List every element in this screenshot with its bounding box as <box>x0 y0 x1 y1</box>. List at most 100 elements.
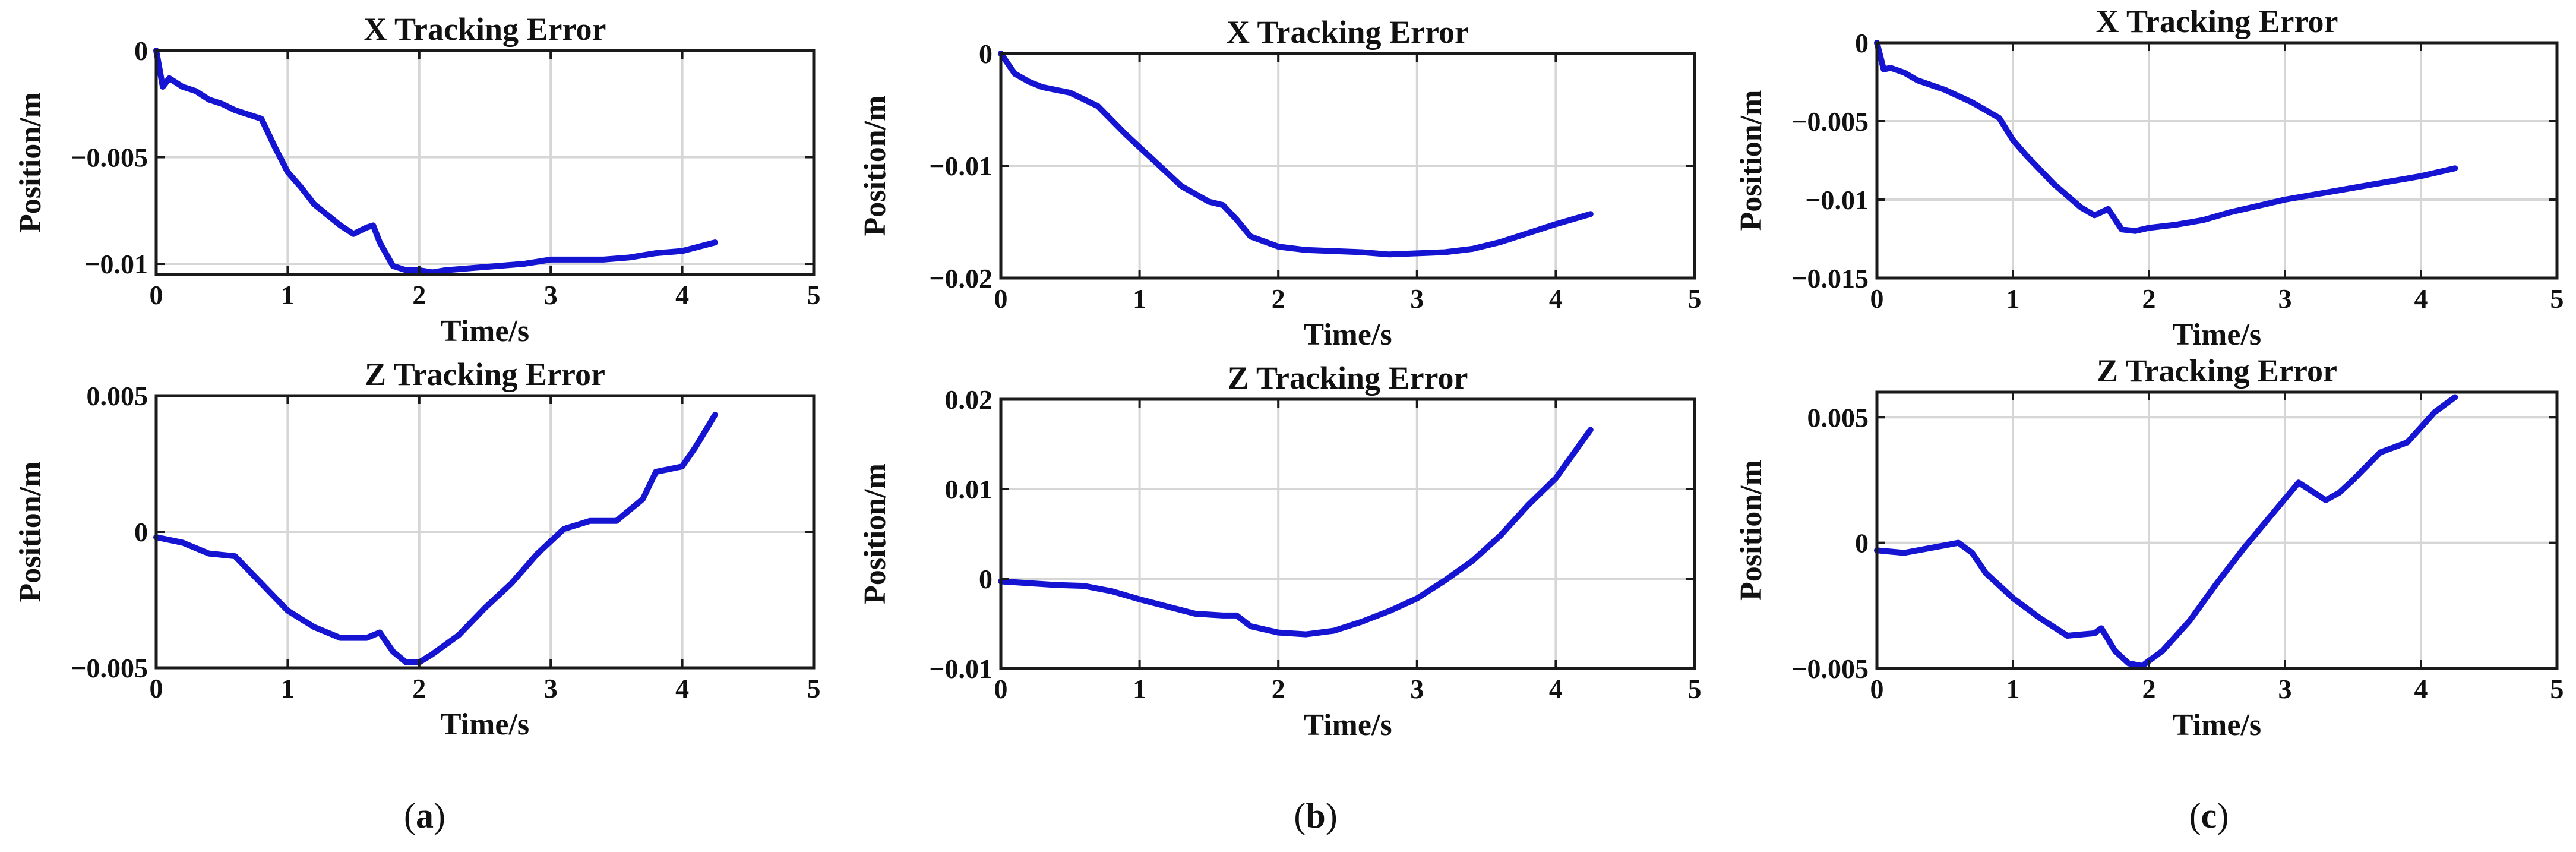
caption-letter: a <box>416 796 434 835</box>
x-tick-label: 4 <box>1549 283 1563 314</box>
y-tick-label: −0.01 <box>84 249 148 279</box>
x-tick-label: 4 <box>675 280 689 310</box>
x-tick-label: 2 <box>1272 283 1285 314</box>
x-tick-label: 0 <box>1870 674 1884 704</box>
series-line <box>998 427 1594 638</box>
caption-letter: c <box>2201 796 2217 835</box>
chart-title: Z Tracking Error <box>365 356 605 392</box>
x-tick-label: 3 <box>2278 283 2292 314</box>
x-tick-label: 2 <box>412 280 426 310</box>
subplot-b-z: 0 1 2 3 4 50.020.010−0.01Z Tracking ErrorTime… <box>858 360 1702 742</box>
series-line <box>1874 394 2458 669</box>
x-tick-label: 1 <box>281 280 295 310</box>
y-tick-label: 0 <box>134 36 148 66</box>
y-tick-label: 0 <box>979 39 993 69</box>
caption-paren-open: ( <box>2189 796 2201 835</box>
x-axis-label: Time/s <box>2173 318 2261 352</box>
y-axis-label: Position/m <box>14 462 48 602</box>
axes-frame <box>1875 41 2559 280</box>
x-tick-label: 5 <box>2550 674 2564 704</box>
x-tick-label: 5 <box>1688 674 1702 704</box>
x-tick-label: 2 <box>412 673 426 703</box>
y-tick-label: −0.01 <box>929 654 993 684</box>
series-line <box>153 48 718 276</box>
y-axis-label: Position/m <box>14 92 48 233</box>
chart-title: X Tracking Error <box>1227 14 1469 50</box>
y-axis-label: Position/m <box>858 96 892 236</box>
x-tick-label: 0 <box>150 673 163 703</box>
y-tick-label: 0 <box>1855 28 1869 58</box>
chart-title: Z Tracking Error <box>1228 360 1468 396</box>
y-axis-label: Position/m <box>1734 90 1768 231</box>
x-tick-label: 3 <box>1410 283 1424 314</box>
chart-title: X Tracking Error <box>2096 4 2338 39</box>
x-tick-label: 2 <box>2142 283 2156 314</box>
captions: (a) (b) (c) <box>404 796 2229 835</box>
x-tick-label: 1 <box>281 673 295 703</box>
x-axis-label: Time/s <box>2173 708 2261 742</box>
caption-b: (b) <box>1294 796 1337 835</box>
series-line <box>998 51 1594 258</box>
y-tick-label: 0.005 <box>87 381 148 411</box>
caption-a: (a) <box>404 796 445 835</box>
axes-frame <box>999 397 1696 670</box>
y-tick-label: 0.005 <box>1807 402 1869 433</box>
x-tick-label: 0 <box>994 283 1008 314</box>
subplots: 0 1 2 3 4 50−0.005−0.01X Tracking ErrorTime/s… <box>14 4 2564 742</box>
x-tick-label: 1 <box>1133 283 1146 314</box>
caption-paren-open: ( <box>404 796 416 835</box>
caption-paren-close: ) <box>2217 796 2229 835</box>
series-line <box>1874 40 2458 234</box>
x-tick-label: 0 <box>1870 283 1884 314</box>
chart-title: X Tracking Error <box>364 11 606 47</box>
x-tick-label: 4 <box>2414 283 2428 314</box>
y-axis-label: Position/m <box>1734 460 1768 601</box>
x-tick-label: 5 <box>1688 283 1702 314</box>
y-tick-label: 0 <box>979 564 993 594</box>
axes-frame <box>154 49 816 276</box>
caption-letter: b <box>1306 796 1325 835</box>
x-axis-label: Time/s <box>441 708 529 741</box>
x-tick-label: 5 <box>807 673 821 703</box>
subplot-c-x: 0 1 2 3 4 5 0 −0.005 −0.01 −0.015 X Tracking Error… <box>1734 4 2564 352</box>
x-tick-label: 2 <box>2142 674 2156 704</box>
y-tick-label: 0.01 <box>945 474 993 504</box>
x-tick-label: 1 <box>1133 674 1146 704</box>
x-tick-label: 5 <box>2550 283 2564 314</box>
y-tick-label: −0.005 <box>71 653 148 683</box>
x-tick-label: 4 <box>675 673 689 703</box>
x-tick-label: 1 <box>2006 283 2020 314</box>
y-tick-label: −0.005 <box>1791 654 1869 684</box>
x-axis-label: Time/s <box>1303 708 1392 742</box>
x-tick-label: 2 <box>1272 674 1285 704</box>
x-tick-label: 4 <box>1549 674 1563 704</box>
x-tick-label: 3 <box>544 280 558 310</box>
x-tick-label: 3 <box>2278 674 2292 704</box>
y-axis-label: Position/m <box>858 463 892 604</box>
x-tick-label: 3 <box>1410 674 1424 704</box>
x-tick-label: 0 <box>150 280 163 310</box>
y-tick-label: −0.01 <box>1805 185 1869 215</box>
axes-frame <box>1875 390 2559 670</box>
x-axis-label: Time/s <box>1303 318 1392 352</box>
y-tick-label: −0.02 <box>929 263 993 294</box>
x-tick-label: 5 <box>807 280 821 310</box>
series-line <box>153 412 718 665</box>
subplot-a-x: 0 1 2 3 4 5 0 −0.005 −0.01 X Tracking Error Time/s… <box>14 11 821 348</box>
y-tick-label: −0.015 <box>1791 263 1869 294</box>
x-tick-label: 0 <box>994 674 1008 704</box>
y-tick-label: 0.02 <box>945 384 993 415</box>
caption-paren-open: ( <box>1294 796 1306 835</box>
caption-paren-close: ) <box>434 796 445 835</box>
x-tick-label: 3 <box>544 673 558 703</box>
caption-c: (c) <box>2189 796 2229 835</box>
x-tick-label: 1 <box>2006 674 2020 704</box>
y-tick-label: −0.005 <box>71 143 148 173</box>
subplot-b-x: 0 1 2 3 4 5 0 −0.01 −0.02 X Tracking Error Time/s P… <box>858 14 1702 352</box>
caption-paren-close: ) <box>1326 796 1338 835</box>
x-axis-label: Time/s <box>441 314 529 348</box>
y-tick-label: −0.01 <box>929 151 993 181</box>
